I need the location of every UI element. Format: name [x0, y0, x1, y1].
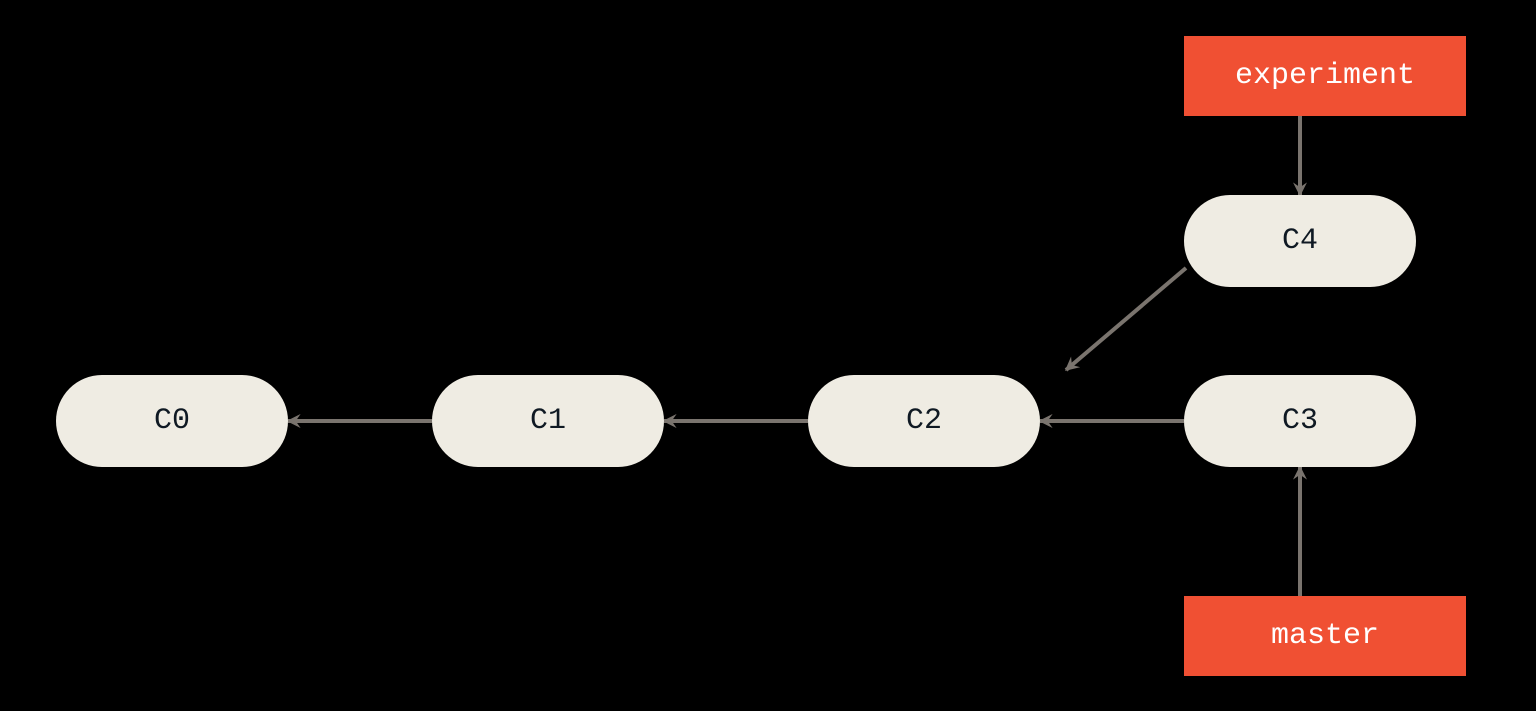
branch-label-experiment: experiment — [1184, 36, 1466, 116]
commit-node-c1: C1 — [432, 375, 664, 467]
commit-node-c4: C4 — [1184, 195, 1416, 287]
branch-label-text: master — [1271, 619, 1379, 653]
commit-node-c0: C0 — [56, 375, 288, 467]
commit-label: C4 — [1282, 224, 1318, 258]
commit-node-c3: C3 — [1184, 375, 1416, 467]
commit-label: C3 — [1282, 404, 1318, 438]
commit-label: C2 — [906, 404, 942, 438]
branch-label-master: master — [1184, 596, 1466, 676]
commit-label: C1 — [530, 404, 566, 438]
edge-c4-c2 — [1066, 268, 1186, 370]
diagram-canvas: C0 C1 C2 C3 C4 experiment master — [0, 0, 1536, 711]
branch-label-text: experiment — [1235, 59, 1415, 93]
commit-label: C0 — [154, 404, 190, 438]
commit-node-c2: C2 — [808, 375, 1040, 467]
